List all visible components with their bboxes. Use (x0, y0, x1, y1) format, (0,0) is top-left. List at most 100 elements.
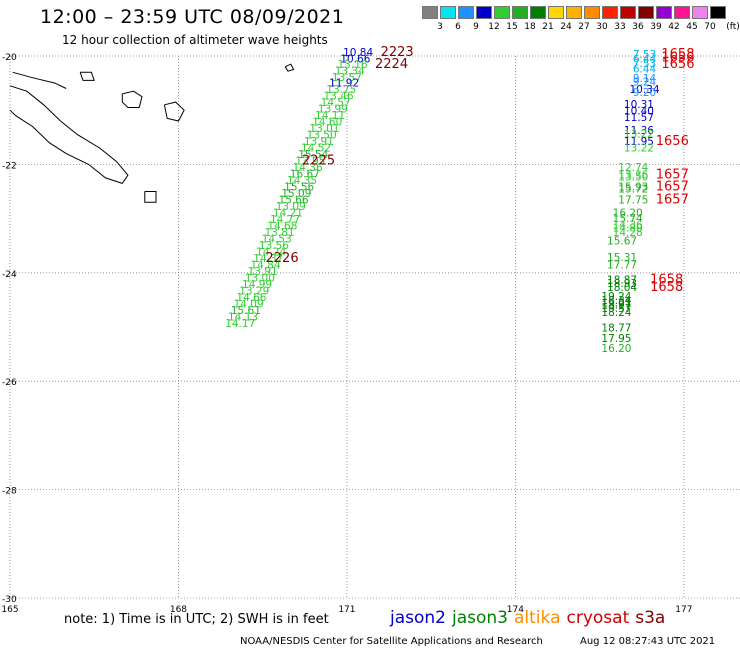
wave-height-value: 14.68 (267, 220, 297, 232)
pass-time-label: 1657 (656, 192, 689, 207)
legend-label: 70 (704, 22, 716, 32)
x-tick-label: 171 (338, 605, 355, 615)
wave-height-value: 17.77 (607, 259, 637, 271)
wave-height-value: 14.99 (242, 279, 272, 291)
wave-height-value: 13.81 (265, 227, 295, 239)
y-tick-label: -28 (2, 487, 17, 497)
wave-height-value: 6.44 (633, 54, 657, 66)
wave-height-value: 15.67 (607, 236, 637, 248)
legend-label: 12 (488, 22, 500, 32)
wave-height-value: 14.53 (262, 233, 292, 245)
wave-height-value: 14.13 (228, 311, 258, 323)
wave-height-value: 14.57 (321, 97, 351, 109)
wave-height-value: 13.00 (245, 272, 275, 284)
wave-height-value: 14.09 (234, 298, 264, 310)
wave-height-value: 13.01 (309, 123, 339, 135)
legend-label: 42 (668, 22, 680, 32)
axis-ticks: 165 168 171 174 177 -20 -22 -24 -26 -28 -30 (1, 53, 692, 615)
pass-time-labels: 2223222422252226165816561656165616571657… (266, 45, 695, 295)
wave-height-value: 10.40 (624, 106, 654, 118)
wave-height-value: 14.80 (613, 223, 643, 235)
wave-height-value: 10.34 (630, 84, 660, 96)
wave-height-value: 14.36 (293, 162, 323, 174)
wave-height-value: 14.84 (250, 259, 280, 271)
pass-time-label: 1656 (661, 57, 694, 72)
wave-height-value: 14.77 (270, 214, 300, 226)
wave-height-value: 13.75 (326, 84, 356, 96)
wave-height-value: 15.54 (298, 149, 328, 161)
pass-time-label: 2223 (381, 45, 414, 60)
coastline-segment (121, 90, 143, 108)
legend-swatch (476, 6, 492, 19)
wave-height-value: 6.44 (633, 63, 657, 75)
wave-height-value: 15.72 (618, 184, 648, 196)
wave-height-value: 7.53 (633, 49, 656, 61)
chart-title: 12:00 – 23:59 UTC 08/09/2021 (40, 6, 345, 28)
wave-height-value: 18.97 (601, 300, 631, 312)
legend-swatch (620, 6, 636, 19)
pass-time-label: 2224 (375, 57, 408, 72)
legend-label: 21 (542, 22, 554, 32)
wave-height-value: 13.36 (618, 169, 648, 181)
wave-height-value: 11.95 (624, 136, 654, 148)
wave-height-value: 19.57 (601, 303, 631, 315)
wave-height-value: 13.99 (318, 103, 348, 115)
wave-height-value: 15.31 (607, 252, 637, 264)
generated-timestamp: Aug 12 08:27:43 UTC 2021 (580, 636, 716, 647)
legend-label: 9 (473, 22, 479, 32)
pass-time-label: 1658 (661, 47, 694, 62)
wave-height-value: 13.91 (304, 136, 334, 148)
wave-height-value: 15.09 (281, 188, 311, 200)
x-tick-label: 165 (1, 605, 18, 615)
legend-swatch (584, 6, 600, 19)
wave-height-value: 16.20 (601, 343, 631, 355)
legend-label: 30 (596, 22, 608, 32)
wave-height-value: 13.57 (332, 72, 362, 84)
wave-height-value: 17.75 (618, 194, 648, 206)
y-tick-label: -20 (2, 53, 17, 63)
wave-height-value: 13.34 (335, 65, 365, 77)
coastline-segment (284, 63, 295, 72)
legend-unit: (ft) (726, 22, 740, 32)
wave-height-value: 18.77 (601, 322, 631, 334)
wave-height-value: 10.31 (624, 99, 654, 111)
wave-height-value: 15.93 (618, 181, 648, 193)
satellite-name: altika (514, 608, 561, 628)
wave-height-value: 15.66 (279, 194, 309, 206)
legend-label: 33 (614, 22, 626, 32)
legend-swatch (656, 6, 672, 19)
legend-swatch (602, 6, 618, 19)
wave-height-value: 14.60 (312, 116, 342, 128)
satellite-legend: jason2 jason3 altika cryosat s3a (390, 608, 671, 628)
coastline-segment (163, 101, 185, 122)
wave-height-labels: 10.8410.6613.1613.3413.5711.9213.7513.46… (225, 47, 660, 355)
legend-swatch (494, 6, 510, 19)
grid-lines (9, 55, 740, 599)
wave-height-value: 14.28 (613, 227, 643, 239)
wave-height-value: 14.36 (613, 219, 643, 231)
pass-time-label: 2226 (266, 251, 299, 266)
wave-height-value: 13.22 (624, 128, 654, 140)
satellite-name: cryosat (566, 608, 630, 628)
wave-height-value: 18.24 (601, 307, 631, 319)
legend-swatch (692, 6, 708, 19)
wave-height-value: 13.95 (295, 155, 325, 167)
legend-label: 18 (524, 22, 536, 32)
chart-subtitle: 12 hour collection of altimeter wave hei… (62, 33, 328, 47)
y-tick-label: -22 (2, 161, 17, 171)
x-tick-label: 174 (507, 605, 524, 615)
wave-height-value: 13.50 (618, 172, 648, 184)
legend-swatch (458, 6, 474, 19)
y-tick-label: -26 (2, 378, 17, 388)
y-tick-label: -24 (2, 270, 17, 280)
wave-height-value: 19.01 (601, 297, 631, 309)
pass-time-label: 1657 (656, 179, 689, 194)
wave-height-value: 14.37 (253, 253, 283, 265)
wave-height-value: 13.29 (239, 285, 269, 297)
legend-swatch (512, 6, 528, 19)
satellite-name: jason2 (390, 608, 446, 628)
wave-height-value: 13.50 (307, 129, 337, 141)
wave-height-value: 9.14 (633, 73, 657, 85)
pass-time-label: 1657 (656, 167, 689, 182)
